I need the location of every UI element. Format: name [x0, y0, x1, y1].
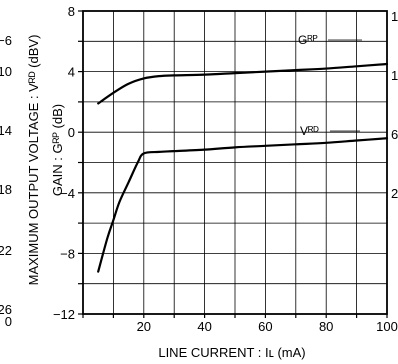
y-tick-label: 8 — [68, 4, 75, 19]
x-tick-label: 20 — [137, 319, 151, 334]
x-tick-label: 40 — [197, 319, 211, 334]
y2-tick-label: −10 — [0, 64, 12, 79]
y-tick-label: 0 — [68, 125, 75, 140]
series-label-1: Vᴿᴰ — [300, 124, 319, 138]
y3-tick-label: 1 — [391, 9, 398, 24]
y3-tick-label: 2 — [391, 186, 398, 201]
y3-tick-label: 6 — [391, 127, 398, 142]
y-tick-label: 4 — [68, 65, 75, 80]
y-tick-label: −4 — [60, 186, 75, 201]
series-layer — [97, 62, 389, 273]
grid — [83, 11, 387, 314]
x-axis-title: LINE CURRENT : Iʟ (mA) — [158, 345, 305, 360]
x-tick-label: 80 — [319, 319, 333, 334]
series-line-1 — [97, 137, 389, 273]
series-label-0: Gᴿᴾ — [298, 33, 318, 47]
y-axis-title: GAIN : Gᴿᴾ (dB) — [50, 104, 65, 196]
y-tick-label: −8 — [60, 246, 75, 261]
y2-tick-label: −6 — [0, 33, 12, 48]
y2-tick-label: −22 — [0, 243, 12, 258]
y2-tick-label: −18 — [0, 182, 12, 197]
y-tick-label: −12 — [53, 307, 75, 322]
x-tick-label: 100 — [376, 319, 398, 334]
x-tick-label: 60 — [258, 319, 272, 334]
frame — [78, 10, 388, 318]
y2-tick-label: 0 — [5, 314, 12, 329]
y2-tick-label: −26 — [0, 302, 12, 317]
y2-tick-label: −14 — [0, 123, 12, 138]
y3-tick-label: 1( — [391, 68, 398, 83]
y2-axis-title: MAXIMUM OUTPUT VOLTAGE : Vᴿᴰ (dBV) — [26, 35, 41, 286]
series-line-0 — [97, 62, 389, 105]
labels: 840−4−8−12−6−10−14−18−22−26011(622040608… — [0, 4, 398, 360]
